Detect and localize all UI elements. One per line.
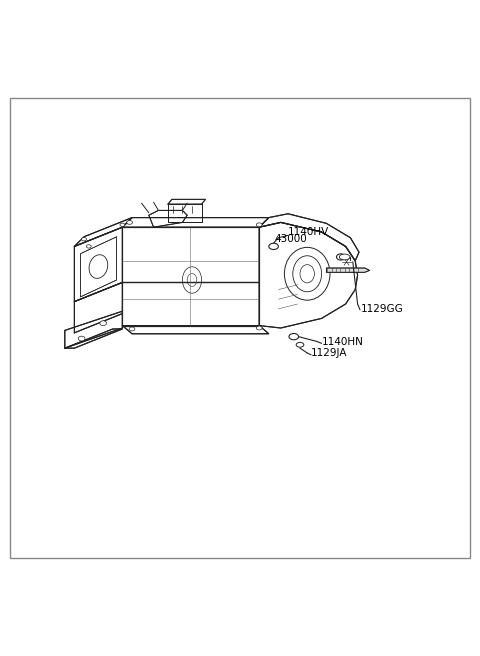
Ellipse shape xyxy=(336,254,345,260)
Text: 43000: 43000 xyxy=(275,234,307,244)
Text: 1129JA: 1129JA xyxy=(311,348,348,358)
Ellipse shape xyxy=(100,321,107,325)
Ellipse shape xyxy=(256,223,262,227)
Ellipse shape xyxy=(127,220,132,224)
Text: 1129GG: 1129GG xyxy=(361,304,404,314)
Ellipse shape xyxy=(82,237,86,241)
Ellipse shape xyxy=(269,243,278,249)
Ellipse shape xyxy=(120,223,125,226)
Text: 1140HV: 1140HV xyxy=(288,227,329,237)
Polygon shape xyxy=(326,268,370,272)
Ellipse shape xyxy=(78,336,85,341)
Ellipse shape xyxy=(339,254,350,260)
Ellipse shape xyxy=(86,245,91,248)
Ellipse shape xyxy=(129,327,135,331)
Text: 1140HN: 1140HN xyxy=(322,337,363,348)
Ellipse shape xyxy=(296,342,304,347)
Ellipse shape xyxy=(289,333,299,340)
Ellipse shape xyxy=(256,326,262,330)
